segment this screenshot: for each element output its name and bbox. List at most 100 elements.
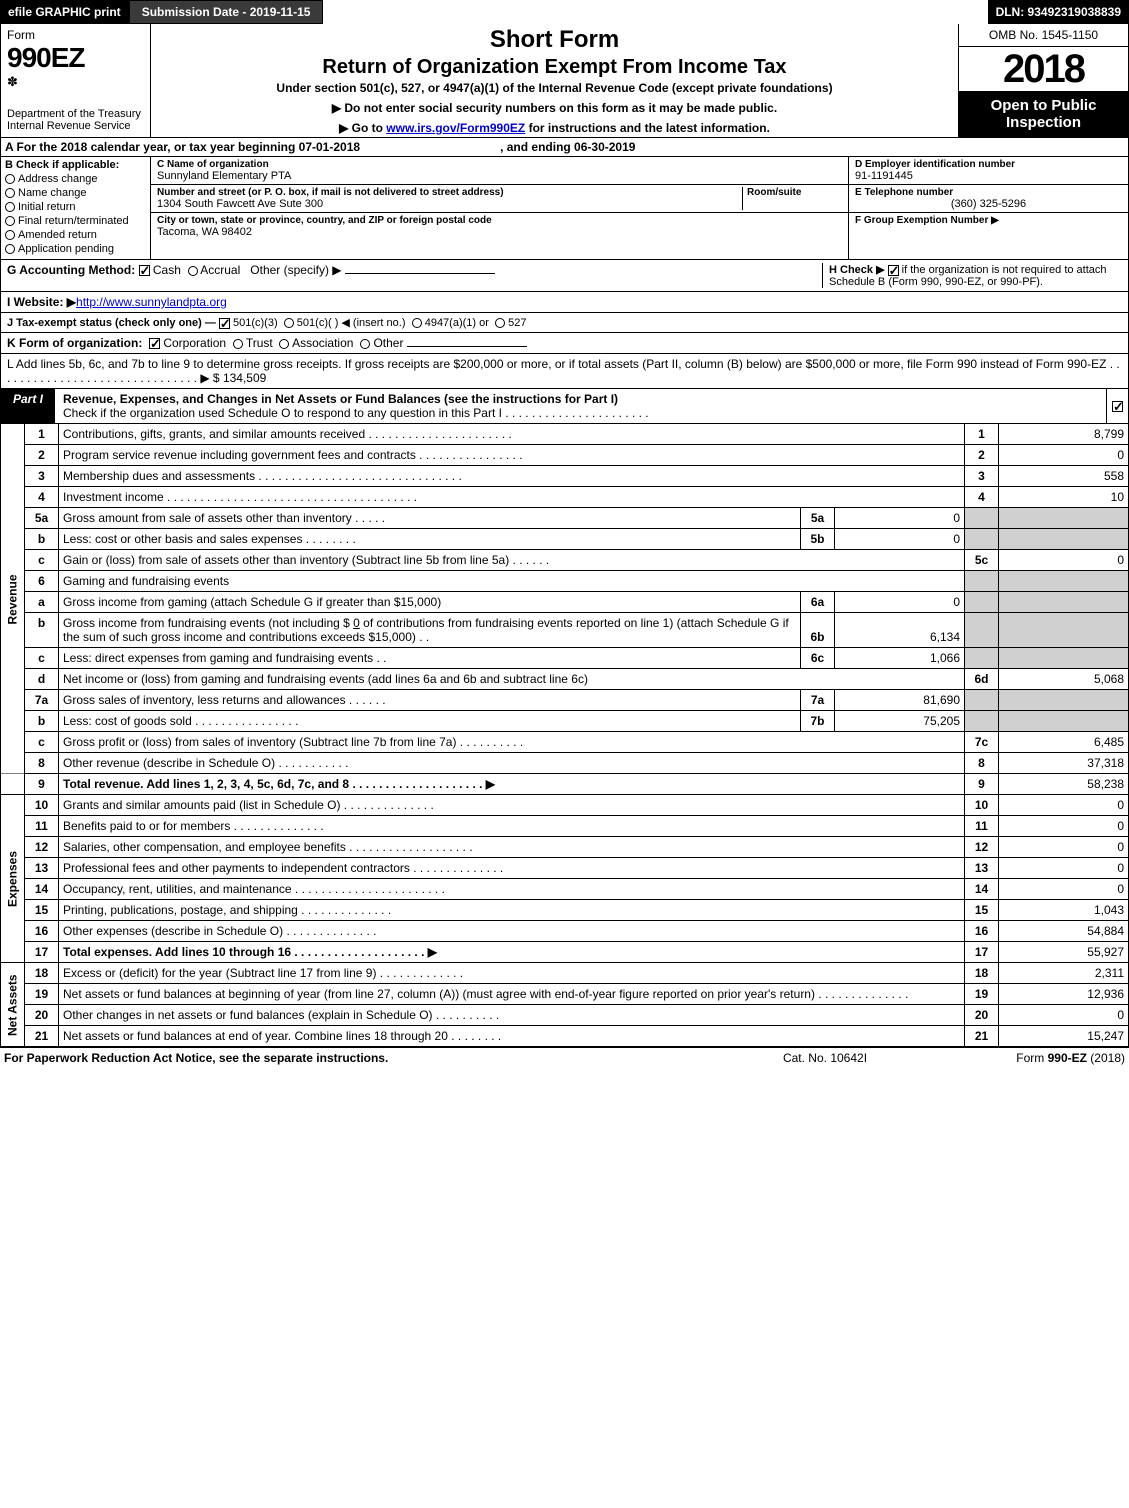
form-label: Form — [7, 28, 144, 42]
line-6c-val: 1,066 — [835, 648, 965, 669]
line-19-val: 12,936 — [999, 984, 1129, 1005]
line-7c-desc: Gross profit or (loss) from sales of inv… — [59, 732, 965, 753]
part-1-check-line: Check if the organization used Schedule … — [63, 406, 649, 420]
section-bcdef: B Check if applicable: Address change Na… — [0, 157, 1129, 260]
line-7b-desc: Less: cost of goods sold . . . . . . . .… — [59, 711, 801, 732]
chk-application-pending[interactable]: Application pending — [5, 243, 146, 255]
chk-corporation[interactable] — [149, 338, 160, 349]
org-city: Tacoma, WA 98402 — [157, 226, 842, 238]
irs-label: Internal Revenue Service — [7, 120, 144, 132]
chk-initial-return[interactable]: Initial return — [5, 201, 146, 213]
line-7a-desc: Gross sales of inventory, less returns a… — [59, 690, 801, 711]
chk-527[interactable] — [495, 318, 505, 328]
form-number: 990EZ — [7, 42, 144, 74]
period-row: A For the 2018 calendar year, or tax yea… — [0, 138, 1129, 157]
line-18-desc: Excess or (deficit) for the year (Subtra… — [59, 963, 965, 984]
line-7b-val: 75,205 — [835, 711, 965, 732]
chk-name-change[interactable]: Name change — [5, 187, 146, 199]
chk-address-change[interactable]: Address change — [5, 173, 146, 185]
header-center: Short Form Return of Organization Exempt… — [151, 24, 958, 137]
efile-print-button[interactable]: efile GRAPHIC print — [0, 0, 129, 24]
addr-label: Number and street (or P. O. box, if mail… — [157, 187, 742, 198]
line-21-desc: Net assets or fund balances at end of ye… — [59, 1026, 965, 1047]
c-label: C Name of organization — [157, 159, 842, 170]
line-21-val: 15,247 — [999, 1026, 1129, 1047]
chk-accrual[interactable] — [188, 266, 198, 276]
side-netassets: Net Assets — [1, 963, 25, 1047]
line-19-desc: Net assets or fund balances at beginning… — [59, 984, 965, 1005]
line-4-desc: Investment income . . . . . . . . . . . … — [59, 487, 965, 508]
footer-form: Form 990-EZ (2018) — [925, 1051, 1125, 1065]
warning-1: ▶ Do not enter social security numbers o… — [157, 101, 952, 115]
org-column: C Name of organization Sunnyland Element… — [151, 157, 848, 259]
org-name: Sunnyland Elementary PTA — [157, 170, 842, 182]
chk-final-return[interactable]: Final return/terminated — [5, 215, 146, 227]
h-block: H Check ▶ if the organization is not req… — [822, 263, 1122, 288]
line-8-val: 37,318 — [999, 753, 1129, 774]
warning-2: ▶ Go to www.irs.gov/Form990EZ for instru… — [157, 121, 952, 135]
line-5b-desc: Less: cost or other basis and sales expe… — [59, 529, 801, 550]
side-revenue: Revenue — [1, 424, 25, 774]
e-label: E Telephone number — [855, 187, 1122, 198]
line-7c-val: 6,485 — [999, 732, 1129, 753]
line-6-desc: Gaming and fundraising events — [59, 571, 965, 592]
line-15-val: 1,043 — [999, 900, 1129, 921]
tax-year: 2018 — [959, 47, 1128, 91]
org-address: 1304 South Fawcett Ave Sute 300 — [157, 198, 742, 210]
right-column: D Employer identification number 91-1191… — [848, 157, 1128, 259]
line-7a-val: 81,690 — [835, 690, 965, 711]
line-4-val: 10 — [999, 487, 1129, 508]
footer-notice: For Paperwork Reduction Act Notice, see … — [4, 1051, 725, 1065]
chk-cash[interactable] — [139, 265, 150, 276]
chk-schedule-b[interactable] — [888, 265, 899, 276]
room-label: Room/suite — [747, 187, 842, 198]
line-3-val: 558 — [999, 466, 1129, 487]
line-10-desc: Grants and similar amounts paid (list in… — [59, 795, 965, 816]
chk-501c[interactable] — [284, 318, 294, 328]
irs-link[interactable]: www.irs.gov/Form990EZ — [386, 121, 525, 135]
row-j: J Tax-exempt status (check only one) — 5… — [0, 313, 1129, 333]
line-17-desc: Total expenses. Add lines 10 through 16 … — [59, 942, 965, 963]
line-6d-val: 5,068 — [999, 669, 1129, 690]
line-13-desc: Professional fees and other payments to … — [59, 858, 965, 879]
omb-number: OMB No. 1545-1150 — [959, 24, 1128, 47]
submission-date: Submission Date - 2019-11-15 — [129, 0, 324, 24]
row-k: K Form of organization: Corporation Trus… — [0, 333, 1129, 354]
chk-schedule-o[interactable] — [1112, 401, 1123, 412]
footer-catno: Cat. No. 10642I — [725, 1051, 925, 1065]
header-right: OMB No. 1545-1150 2018 Open to Public In… — [958, 24, 1128, 137]
chk-trust[interactable] — [233, 339, 243, 349]
line-10-val: 0 — [999, 795, 1129, 816]
side-expenses: Expenses — [1, 795, 25, 963]
line-6d-desc: Net income or (loss) from gaming and fun… — [59, 669, 965, 690]
row-gh: G Accounting Method: Cash Accrual Other … — [0, 260, 1129, 292]
line-13-val: 0 — [999, 858, 1129, 879]
part-1-header: Part I Revenue, Expenses, and Changes in… — [0, 389, 1129, 424]
g-label: G Accounting Method: — [7, 263, 135, 277]
line-12-val: 0 — [999, 837, 1129, 858]
line-5b-val: 0 — [835, 529, 965, 550]
lines-table: Revenue 1 Contributions, gifts, grants, … — [0, 424, 1129, 1047]
line-6a-desc: Gross income from gaming (attach Schedul… — [59, 592, 801, 613]
period-begin: A For the 2018 calendar year, or tax yea… — [5, 140, 360, 154]
website-link[interactable]: http://www.sunnylandpta.org — [76, 295, 227, 309]
open-to-public: Open to Public Inspection — [959, 91, 1128, 137]
row-l: L Add lines 5b, 6c, and 7b to line 9 to … — [0, 354, 1129, 389]
line-11-desc: Benefits paid to or for members . . . . … — [59, 816, 965, 837]
chk-other[interactable] — [360, 339, 370, 349]
chk-4947[interactable] — [412, 318, 422, 328]
line-12-desc: Salaries, other compensation, and employ… — [59, 837, 965, 858]
b-label: B Check if applicable: — [5, 159, 146, 171]
line-3-desc: Membership dues and assessments . . . . … — [59, 466, 965, 487]
line-6b-desc: Gross income from fundraising events (no… — [59, 613, 801, 648]
line-14-desc: Occupancy, rent, utilities, and maintena… — [59, 879, 965, 900]
form-header: Form 990EZ ✽ Department of the Treasury … — [0, 24, 1129, 138]
short-form-title: Short Form — [157, 26, 952, 54]
chk-association[interactable] — [279, 339, 289, 349]
chk-amended-return[interactable]: Amended return — [5, 229, 146, 241]
line-16-val: 54,884 — [999, 921, 1129, 942]
line-1-desc: Contributions, gifts, grants, and simila… — [59, 424, 965, 445]
period-end: , and ending 06-30-2019 — [500, 140, 635, 154]
chk-501c3[interactable] — [219, 318, 230, 329]
line-5a-desc: Gross amount from sale of assets other t… — [59, 508, 801, 529]
